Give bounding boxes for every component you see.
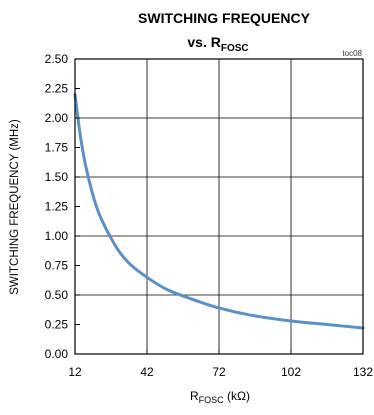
x-tick-label: 42 (140, 365, 154, 379)
y-tick-label: 0.50 (45, 288, 69, 302)
y-tick-label: 0.75 (45, 259, 69, 273)
y-tick-label: 1.50 (45, 170, 69, 184)
x-tick-labels: 12 42 72 102 132 (68, 349, 373, 379)
y-axis-label: SWITCHING FREQUENCY (MHz) (9, 119, 21, 295)
series-line (73, 92, 365, 330)
x-tick-label: 72 (212, 365, 226, 379)
chart-title-line2-prefix: vs. R (187, 34, 220, 50)
y-tick-label: 1.00 (45, 229, 69, 243)
x-tick-label: 12 (68, 365, 82, 379)
y-tick-label: 2.50 (45, 52, 69, 66)
y-tick-label: 0.25 (45, 318, 69, 332)
x-axis-label: RFOSC (kΩ) (190, 389, 250, 405)
series-layer (73, 92, 365, 330)
y-tick-label: 2.00 (45, 111, 69, 125)
x-axis-label-prefix: R (190, 389, 199, 403)
y-tick-label: 0.00 (45, 347, 69, 361)
chart-title-line2: vs. RFOSC (187, 34, 248, 54)
y-tick-label: 1.75 (45, 141, 69, 155)
x-axis-label-suffix: (kΩ) (224, 389, 250, 403)
y-tick-labels: 0.00 0.25 0.50 0.75 1.00 1.25 1.50 1.75 2.00 2.25… (45, 52, 80, 361)
x-tick-label: 102 (281, 365, 301, 379)
x-tick-label: 132 (353, 365, 373, 379)
grid-layer (75, 59, 363, 354)
chart-title-line2-sub: FOSC (221, 43, 249, 54)
chart-title-line1: SWITCHING FREQUENCY (138, 10, 311, 26)
x-axis-label-sub: FOSC (199, 395, 225, 405)
y-tick-label: 1.25 (45, 200, 69, 214)
y-tick-label: 2.25 (45, 82, 69, 96)
chart-id-label: toc08 (342, 49, 362, 58)
